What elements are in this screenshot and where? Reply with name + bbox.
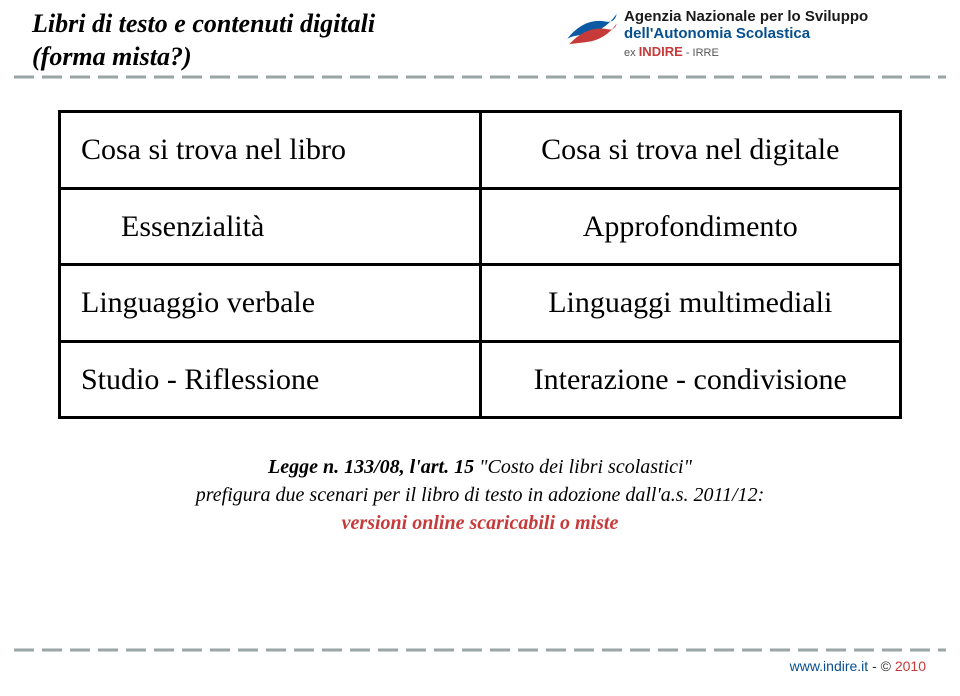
title-line-2: (forma mista?) (32, 41, 375, 74)
footer: www.indire.it - © 2010 (14, 654, 946, 678)
logo-text: Agenzia Nazionale per lo Sviluppo dell'A… (624, 8, 868, 59)
page-title: Libri di testo e contenuti digitali (for… (32, 8, 375, 73)
title-line-1: Libri di testo e contenuti digitali (32, 8, 375, 41)
footer-sep: - © (868, 658, 895, 674)
caption-block: Legge n. 133/08, l'art. 15 "Costo dei li… (58, 453, 902, 537)
logo-line-1: Agenzia Nazionale per lo Sviluppo (624, 8, 868, 25)
cell-right: Linguaggi multimediali (480, 265, 901, 342)
caption-line2-bold: a.s. 2011/12: (661, 484, 765, 506)
cell-left: Cosa si trova nel libro (60, 112, 481, 189)
logo-prefix: ex (624, 47, 639, 59)
footer-link: www.indire.it (790, 658, 869, 674)
cell-left: Studio - Riflessione (60, 341, 481, 418)
cell-right: Interazione - condivisione (480, 341, 901, 418)
main-content: Cosa si trova nel libro Cosa si trova ne… (0, 110, 960, 537)
caption-law-rest: "Costo dei libri scolastici" (474, 456, 692, 478)
content-table: Cosa si trova nel libro Cosa si trova ne… (58, 110, 902, 419)
header: Libri di testo e contenuti digitali (for… (0, 0, 960, 72)
cell-right: Cosa si trova nel digitale (480, 112, 901, 189)
caption-line2-pre: prefigura due scenari per il libro di te… (196, 484, 661, 506)
footer-text: www.indire.it - © 2010 (790, 658, 926, 674)
table-row: Linguaggio verbale Linguaggi multimedial… (60, 265, 901, 342)
agency-logo: Agenzia Nazionale per lo Sviluppo dell'A… (564, 4, 924, 60)
footer-divider (14, 648, 946, 653)
table-row: Cosa si trova nel libro Cosa si trova ne… (60, 112, 901, 189)
table-row: Essenzialità Approfondimento (60, 188, 901, 265)
logo-swoosh-icon (564, 12, 620, 50)
footer-year: 2010 (895, 658, 926, 674)
caption-law-bold: Legge n. 133/08, l'art. 15 (268, 456, 474, 478)
logo-line-2: dell'Autonomia Scolastica (624, 25, 868, 42)
cell-left: Linguaggio verbale (60, 265, 481, 342)
logo-suffix: - IRRE (683, 47, 719, 59)
caption-line-1: Legge n. 133/08, l'art. 15 "Costo dei li… (58, 453, 902, 481)
logo-line-3: ex INDIRE - IRRE (624, 44, 868, 59)
cell-left: Essenzialità (60, 188, 481, 265)
header-divider (14, 75, 946, 80)
caption-line-2: prefigura due scenari per il libro di te… (58, 481, 902, 509)
logo-brand: INDIRE (639, 44, 683, 59)
cell-right: Approfondimento (480, 188, 901, 265)
caption-red-line: versioni online scaricabili o miste (58, 509, 902, 537)
table-row: Studio - Riflessione Interazione - condi… (60, 341, 901, 418)
